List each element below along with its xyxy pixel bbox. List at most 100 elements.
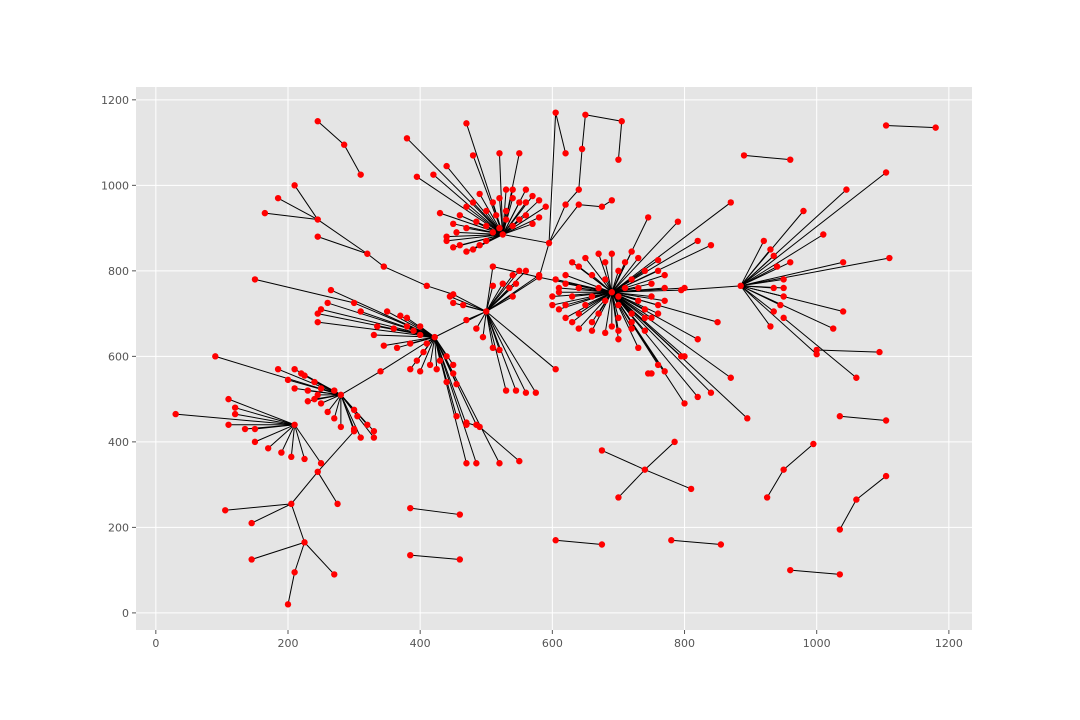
node-point	[717, 541, 725, 548]
edge	[783, 443, 814, 471]
edge	[783, 317, 857, 379]
node-point	[393, 344, 401, 352]
node-point	[334, 500, 341, 508]
edge	[267, 424, 295, 449]
node-point	[522, 199, 530, 206]
node-point	[549, 301, 556, 309]
node-point	[668, 537, 675, 544]
edge	[591, 291, 613, 331]
node-point	[443, 353, 450, 360]
edge	[287, 572, 296, 605]
node-point	[661, 297, 668, 304]
node-point	[529, 220, 536, 228]
node-point	[288, 500, 295, 508]
node-point	[641, 306, 649, 313]
node-point	[621, 259, 629, 266]
edge	[175, 413, 295, 426]
node-point	[644, 370, 652, 377]
node-point	[836, 571, 844, 578]
node-point	[763, 494, 771, 501]
node-point	[628, 248, 635, 255]
edge	[340, 394, 362, 438]
node-point	[635, 344, 642, 352]
edge	[386, 311, 435, 338]
edge	[251, 541, 305, 560]
node-point	[516, 199, 523, 206]
node-point	[291, 385, 298, 392]
node-point	[767, 246, 774, 253]
node-point	[473, 460, 480, 467]
node-point	[598, 541, 606, 548]
node-point	[839, 259, 847, 266]
node-point	[274, 365, 282, 373]
node-point	[450, 220, 457, 228]
edge	[485, 311, 527, 393]
node-point	[304, 398, 312, 405]
y-tick-label: 600	[108, 350, 129, 363]
node-point	[552, 276, 559, 283]
node-point	[463, 203, 470, 210]
node-point	[535, 214, 543, 221]
node-point	[317, 306, 325, 313]
edge	[235, 413, 295, 426]
node-point	[562, 150, 569, 157]
node-point	[496, 194, 503, 202]
node-point	[354, 413, 361, 420]
edge	[225, 503, 292, 511]
node-point	[350, 406, 358, 414]
edge	[472, 155, 504, 235]
node-point	[423, 340, 430, 347]
node-point	[431, 333, 438, 341]
node-point	[661, 284, 668, 292]
edge	[740, 172, 887, 287]
node-point	[324, 299, 331, 307]
node-point	[932, 124, 939, 131]
edge	[462, 304, 487, 312]
node-point	[628, 310, 635, 317]
node-point	[403, 323, 411, 330]
edge	[604, 292, 613, 333]
node-point	[516, 150, 523, 157]
node-point	[390, 325, 397, 332]
node-point	[628, 276, 635, 283]
y-tick-label: 0	[122, 607, 129, 620]
edge	[558, 287, 612, 293]
edge	[552, 291, 612, 298]
node-point	[436, 209, 444, 217]
edge	[548, 112, 557, 244]
edge	[343, 144, 362, 175]
node-point	[707, 389, 715, 396]
node-point	[602, 297, 609, 304]
edge	[681, 285, 741, 291]
node-point	[615, 267, 622, 275]
edge	[419, 336, 436, 372]
edge	[740, 234, 824, 287]
node-point	[661, 368, 668, 375]
node-point	[324, 408, 331, 416]
node-point	[459, 301, 467, 309]
node-point	[575, 284, 582, 292]
node-point	[608, 250, 616, 257]
node-point	[380, 342, 388, 349]
node-point	[340, 141, 348, 148]
edge	[740, 285, 834, 330]
node-point	[810, 440, 817, 448]
node-point	[509, 194, 516, 202]
node-point	[568, 259, 576, 266]
edge	[307, 390, 341, 396]
edge	[485, 311, 556, 370]
node-point	[661, 271, 668, 279]
node-point	[496, 150, 503, 157]
node-point	[628, 325, 635, 332]
node-point	[562, 301, 569, 309]
node-point	[443, 378, 450, 386]
node-point	[595, 310, 602, 317]
edge	[317, 219, 368, 255]
node-point	[483, 237, 490, 245]
edge	[611, 291, 698, 340]
node-point	[331, 571, 338, 578]
node-point	[522, 212, 530, 219]
node-point	[635, 284, 642, 292]
node-point	[476, 423, 483, 431]
